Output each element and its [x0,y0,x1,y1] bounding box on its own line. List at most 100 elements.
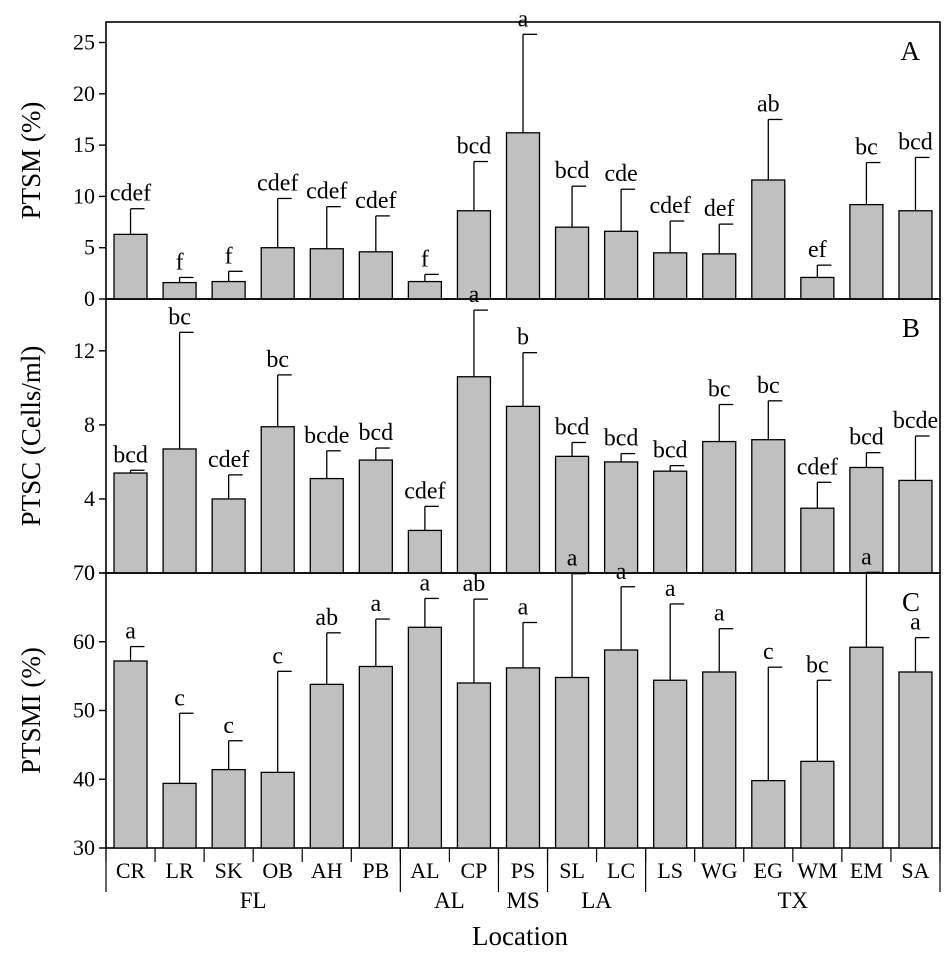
significance-label: bcd [113,442,148,468]
bar [653,252,688,300]
bar [554,455,590,574]
significance-label: cdef [306,179,347,205]
significance-label: a [665,576,676,602]
significance-label: bcd [849,425,884,451]
group-label: FL [240,888,267,913]
bar [898,210,933,300]
significance-label: cde [604,161,637,187]
significance-label: b [517,325,529,351]
bar [456,682,492,849]
bar [162,448,197,574]
bar [456,210,492,300]
panel-c: 30 40 50 60 70 PTSMI (%) Ca c c c ab a a ab a a a a a c bc a a [16,544,941,860]
y-tick-label: 60 [73,629,95,654]
bar [800,276,835,300]
y-tick-label: 5 [84,235,95,260]
bar [505,405,541,574]
significance-label: cdef [208,447,249,473]
x-tick-label: PB [362,858,389,883]
significance-label: bcd [358,420,393,446]
y-tick-label: 15 [73,132,95,157]
x-tick-label: AH [311,858,343,883]
bar [456,376,492,574]
bar [407,626,443,849]
significance-label: bcd [898,129,933,155]
x-tick-label: SK [215,858,243,883]
significance-label: bc [855,135,878,161]
x-tick-label: SL [559,858,585,883]
bar [505,667,541,849]
significance-label: c [272,643,283,669]
bar [407,280,443,300]
y-tick-label: 12 [73,338,95,363]
panel-letter: B [902,313,920,343]
bar [309,683,344,849]
y-tick-label: 0 [84,286,95,311]
bar [211,280,246,300]
bar [603,461,639,574]
x-tick-label: AL [410,858,439,883]
y-tick-label: 40 [73,766,95,791]
significance-label: bcd [604,426,639,452]
significance-label: bc [757,373,780,399]
y-tick-label: 25 [73,30,95,55]
bar [653,470,688,574]
significance-label: ab [315,605,338,631]
x-tick-label: OB [262,858,293,883]
bar [211,768,246,849]
significance-label: a [370,591,381,617]
bar [211,498,246,574]
significance-label: bcde [893,408,938,434]
y-tick-label: 10 [73,183,95,208]
bar [800,760,835,849]
significance-label: a [714,601,725,627]
significance-label: cdef [650,193,691,219]
bar [113,660,148,849]
significance-label: a [567,546,578,572]
significance-label: ab [757,91,780,117]
significance-label: bcd [457,134,492,160]
significance-label: bcd [555,414,590,440]
significance-label: f [421,246,429,272]
bar [358,459,393,574]
significance-label: cdef [404,478,445,504]
x-tick-label: LS [657,858,683,883]
y-tick-label: 8 [84,412,95,437]
bar [702,440,737,574]
bar [554,676,590,849]
x-tick-label: CR [116,858,146,883]
bar [113,472,148,574]
significance-label: cdef [257,170,298,196]
bar [800,507,835,574]
significance-label: bc [266,347,289,373]
significance-label: bcde [304,423,349,449]
bar [751,779,786,849]
x-tick-label: SA [901,858,929,883]
bar [113,233,148,300]
bar [603,230,639,300]
bar [751,179,786,300]
y-axis-label: PTSMI (%) [16,647,46,774]
bar [898,671,933,849]
significance-label: a [910,610,921,636]
group-label: MS [506,888,539,913]
x-axis-label: Location [472,921,568,951]
significance-label: a [861,544,872,570]
bar [849,203,884,300]
bar [260,426,295,574]
bar [407,529,443,574]
y-axis-label: PTSC (Cells/ml) [16,346,46,527]
y-tick-label: 0 [84,560,95,585]
significance-label: a [125,619,136,645]
significance-label: bc [168,304,191,330]
y-tick-label: 30 [73,835,95,860]
bar [358,665,393,849]
x-tick-label: EM [850,858,883,883]
significance-label: def [704,196,735,222]
bar [309,477,344,574]
significance-label: f [225,243,233,269]
bar [849,646,884,849]
y-tick-label: 20 [73,81,95,106]
